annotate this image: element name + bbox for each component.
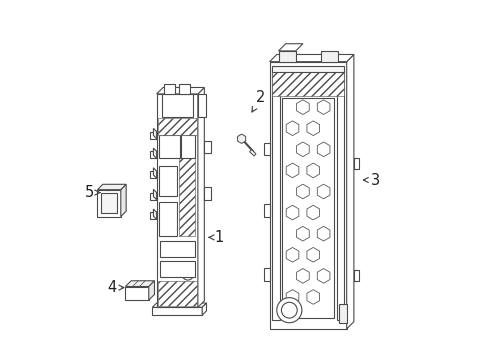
Bar	[272, 66, 343, 72]
Polygon shape	[296, 100, 308, 114]
Bar	[158, 118, 196, 135]
Polygon shape	[306, 121, 319, 135]
Circle shape	[276, 298, 301, 323]
Polygon shape	[317, 269, 329, 283]
Bar	[338, 304, 346, 323]
Polygon shape	[285, 290, 298, 304]
Bar	[97, 190, 121, 217]
Bar	[179, 84, 190, 94]
Text: 2: 2	[251, 90, 265, 112]
Polygon shape	[269, 54, 353, 62]
Bar	[125, 287, 148, 300]
Polygon shape	[148, 281, 154, 300]
Polygon shape	[153, 129, 156, 139]
Bar	[159, 135, 180, 158]
Circle shape	[182, 269, 193, 280]
Polygon shape	[153, 209, 156, 220]
Polygon shape	[317, 226, 329, 241]
Bar	[264, 268, 269, 281]
Polygon shape	[97, 184, 126, 190]
Bar	[159, 241, 195, 257]
Text: 5: 5	[85, 185, 100, 200]
Polygon shape	[306, 247, 319, 262]
Polygon shape	[249, 149, 255, 156]
Bar	[150, 151, 156, 158]
Polygon shape	[198, 87, 204, 307]
Polygon shape	[317, 100, 329, 114]
Bar	[163, 84, 175, 94]
Polygon shape	[346, 54, 353, 329]
Bar	[204, 140, 210, 153]
Bar	[180, 135, 195, 158]
Polygon shape	[296, 142, 308, 157]
Polygon shape	[202, 303, 206, 315]
Bar	[320, 51, 337, 62]
Polygon shape	[317, 142, 329, 157]
Bar	[272, 72, 343, 96]
Bar	[159, 166, 177, 196]
Polygon shape	[153, 189, 156, 200]
Bar	[264, 143, 269, 155]
Polygon shape	[153, 148, 156, 158]
Bar	[272, 71, 279, 320]
Polygon shape	[306, 290, 319, 304]
Polygon shape	[156, 87, 204, 94]
Bar	[152, 307, 202, 315]
Circle shape	[281, 302, 297, 318]
Polygon shape	[278, 44, 303, 51]
Bar	[162, 94, 192, 117]
Bar	[353, 158, 359, 168]
Bar	[158, 281, 196, 306]
Bar	[150, 132, 156, 139]
Bar	[179, 135, 195, 235]
Text: 3: 3	[363, 172, 379, 188]
Polygon shape	[296, 226, 308, 241]
Polygon shape	[152, 303, 206, 307]
Bar	[278, 51, 295, 62]
Polygon shape	[125, 281, 154, 287]
Circle shape	[186, 273, 189, 276]
Text: 4: 4	[107, 280, 123, 295]
Bar	[198, 94, 205, 117]
Bar	[105, 185, 110, 190]
Polygon shape	[306, 163, 319, 178]
Bar	[204, 187, 210, 200]
Bar	[264, 204, 269, 217]
Bar	[336, 71, 343, 320]
Polygon shape	[153, 168, 156, 178]
Bar	[150, 212, 156, 220]
Polygon shape	[285, 163, 298, 178]
Polygon shape	[285, 247, 298, 262]
Bar	[269, 62, 346, 329]
Bar	[159, 202, 177, 235]
Polygon shape	[285, 205, 298, 220]
Bar	[150, 193, 156, 200]
Bar	[353, 270, 359, 281]
Bar	[150, 171, 156, 178]
Polygon shape	[306, 205, 319, 220]
Polygon shape	[296, 184, 308, 199]
Polygon shape	[285, 121, 298, 135]
Bar	[282, 98, 333, 318]
Bar	[159, 261, 195, 277]
Polygon shape	[317, 184, 329, 199]
Text: 1: 1	[208, 230, 224, 245]
Bar	[156, 94, 198, 307]
Polygon shape	[296, 269, 308, 283]
Polygon shape	[121, 184, 126, 217]
Polygon shape	[237, 134, 245, 143]
Bar	[101, 193, 117, 213]
